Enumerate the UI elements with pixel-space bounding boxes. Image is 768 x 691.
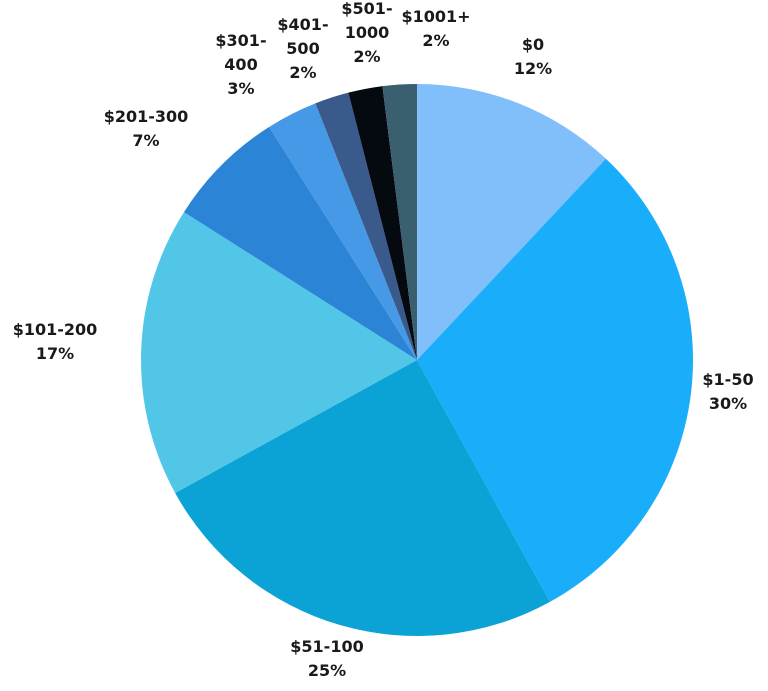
slice-value-label: 2% [289,63,316,82]
pie-slice [382,84,417,360]
pie-slice [269,103,417,361]
slice-value-label: 7% [132,131,159,150]
label-line: 400 [224,55,257,74]
slice-category-label: $401- 500 [277,15,328,58]
slice-value-label: 30% [709,394,747,413]
slice-category-label: $201-300 [104,107,189,126]
pie-slice [417,84,606,360]
slice-value-label: 3% [227,79,254,98]
label-line: 1000 [345,23,390,42]
pie-slice [175,360,550,636]
slice-category-label: $501- 1000 [341,0,392,42]
label-line: $501- [341,0,392,18]
pie-slice [417,158,693,602]
slice-category-label: $0 [522,35,544,54]
label-line: $301- [215,31,266,50]
pie-slice [183,126,417,361]
slice-category-label: $101-200 [13,320,98,339]
pie-slice [348,86,417,361]
slice-value-label: 2% [422,31,449,50]
label-line: $401- [277,15,328,34]
label-line: 500 [286,39,319,58]
slice-category-label: $51-100 [290,637,363,656]
slice-category-label: $1-50 [702,370,753,389]
slice-category-label: $301- 400 [215,31,266,74]
pie-slice [315,92,417,360]
pie-slice [140,212,417,493]
slice-value-label: 2% [353,47,380,66]
slice-value-label: 17% [36,344,74,363]
slice-value-label: 25% [308,661,346,680]
slice-value-label: 12% [514,59,552,78]
slice-category-label: $1001+ [401,7,470,26]
